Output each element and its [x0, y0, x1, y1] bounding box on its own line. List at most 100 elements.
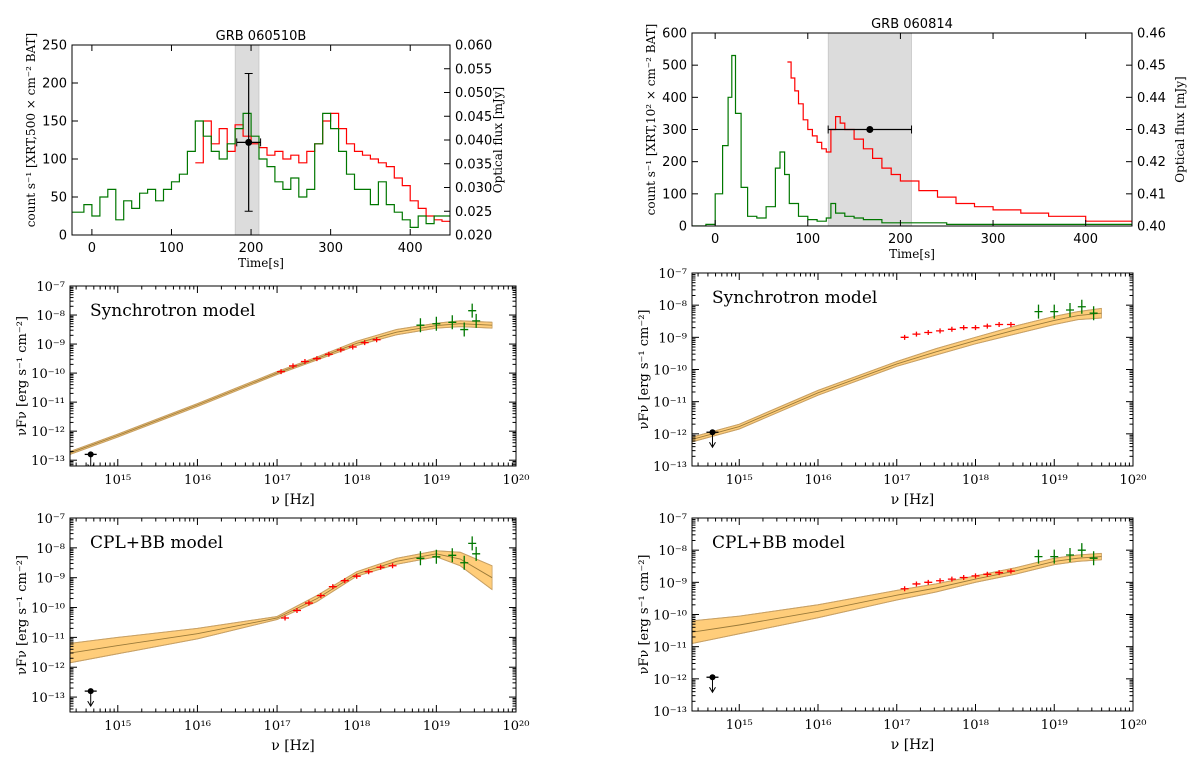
y-tick-label: 10⁻⁹ — [658, 576, 687, 591]
bat-data-point — [1077, 543, 1086, 558]
y-tick-label: 10⁻⁷ — [658, 267, 687, 282]
y-axis-label: νFν [erg s⁻¹ cm⁻²] — [637, 554, 652, 674]
plot-area — [70, 536, 493, 708]
model-annotation: Synchrotron model — [90, 301, 255, 321]
x-tick-label: 200 — [239, 241, 264, 256]
y-tick-label: 10⁻¹² — [653, 673, 687, 688]
x-tick-label: 10¹⁶ — [184, 473, 211, 488]
chart-title: GRB 060510B — [216, 29, 307, 44]
y-tick-label: 150 — [42, 115, 67, 130]
model-annotation: Synchrotron model — [712, 288, 877, 308]
x-axis-label: ν [Hz] — [271, 738, 314, 754]
x-tick-label: 10¹⁸ — [343, 719, 370, 734]
xrt-data-point — [936, 578, 945, 584]
bat-data-point — [448, 548, 457, 563]
bat-data-point — [468, 303, 477, 318]
y-right-tick-label: 0.46 — [1137, 27, 1166, 42]
xrt-data-point — [995, 321, 1004, 327]
x-tick-label: 10¹⁹ — [1041, 718, 1068, 733]
model-band-upper — [692, 552, 1102, 622]
y-tick-label: 10⁻¹² — [31, 425, 65, 440]
y-tick-label: 10⁻¹³ — [653, 460, 687, 475]
y-tick-label: 0 — [679, 220, 687, 235]
x-tick-label: 10¹⁷ — [883, 718, 910, 733]
model-band-upper — [70, 550, 493, 644]
model-annotation: CPL+BB model — [90, 533, 223, 553]
x-tick-label: 10¹⁸ — [962, 718, 989, 733]
y-tick-label: 200 — [42, 77, 67, 92]
y-tick-label: 10⁻¹¹ — [653, 641, 687, 656]
y-tick-label: 10⁻¹² — [31, 661, 65, 676]
axes-frame — [69, 517, 517, 713]
y-tick-label: 10⁻⁷ — [36, 512, 65, 527]
xrt-data-point — [971, 325, 980, 331]
xrt-data-point — [1006, 321, 1015, 327]
xrt-data-point — [912, 331, 921, 337]
bat-data-point — [472, 313, 481, 328]
y-tick-label: 10⁻⁹ — [658, 331, 687, 346]
y-tick-label: 10⁻⁹ — [36, 338, 65, 353]
xrt-data-point — [388, 563, 397, 569]
x-axis-label: ν [Hz] — [891, 492, 934, 508]
x-tick-label: 200 — [888, 232, 913, 247]
x-tick-label: 10¹⁹ — [1041, 473, 1068, 488]
xrt-data-point — [924, 579, 933, 585]
y-tick-label: 10⁻¹⁰ — [653, 364, 687, 379]
series-line-bat — [72, 112, 450, 228]
x-tick-label: 10¹⁷ — [264, 719, 291, 734]
x-tick-label: 10¹⁹ — [423, 719, 450, 734]
xrt-data-point — [316, 593, 325, 599]
x-axis-label: Time[s] — [889, 247, 935, 261]
bat-data-point — [1050, 549, 1059, 564]
bat-data-point — [1077, 299, 1086, 314]
y-tick-label: 10⁻¹² — [653, 428, 687, 443]
x-tick-label: 10¹⁸ — [962, 473, 989, 488]
y-tick-label: 10⁻¹¹ — [31, 631, 65, 646]
xrt-data-point — [336, 347, 345, 353]
y-axis-label: νFν [erg s⁻¹ cm⁻²] — [15, 316, 30, 436]
x-tick-label: 10¹⁷ — [883, 473, 910, 488]
model-median — [692, 312, 1102, 440]
plot-area — [692, 54, 1132, 226]
x-tick-label: 10¹⁶ — [805, 473, 832, 488]
x-tick-label: 10¹⁵ — [726, 473, 753, 488]
y-tick-label: 50 — [50, 191, 67, 206]
xrt-data-point — [340, 578, 349, 584]
model-band-lower — [692, 559, 1102, 644]
x-tick-label: 10¹⁷ — [264, 473, 291, 488]
xrt-data-point — [947, 576, 956, 582]
bat-data-point — [1066, 302, 1074, 317]
xrt-data-point — [959, 325, 968, 331]
xrt-data-point — [352, 573, 361, 579]
y-right-tick-label: 0.040 — [455, 134, 492, 149]
model-band — [692, 552, 1102, 644]
y-tick-label: 10⁻⁹ — [36, 572, 65, 587]
y-tick-label: 250 — [42, 39, 67, 54]
y-right-tick-label: 0.055 — [455, 62, 492, 77]
bat-data-point — [416, 318, 425, 333]
y-right-tick-label: 0.40 — [1137, 220, 1166, 235]
bat-data-point — [1050, 304, 1059, 319]
y-tick-label: 600 — [662, 27, 687, 42]
bat-data-point — [460, 555, 469, 570]
x-axis-label: Time[s] — [238, 256, 284, 270]
bat-data-point — [1089, 551, 1098, 566]
y-tick-label: 10⁻⁷ — [658, 512, 687, 527]
xrt-data-point — [924, 330, 933, 336]
bat-data-point — [432, 549, 441, 564]
y-tick-label: 10⁻⁸ — [36, 309, 65, 324]
y-right-tick-label: 0.035 — [455, 157, 492, 172]
plot-area — [72, 73, 450, 228]
sed-sed_060510B_sync: 10¹⁵ 10¹⁶ 10¹⁷ 10¹⁸ 10¹⁹ 10²⁰ 10⁻¹³ 10⁻¹² 10⁻¹¹ 1… — [15, 280, 529, 508]
xrt-data-point — [281, 615, 290, 621]
x-tick-label: 10¹⁶ — [805, 718, 832, 733]
x-tick-label: 10²⁰ — [503, 719, 530, 734]
x-tick-label: 10²⁰ — [503, 473, 530, 488]
xrt-data-point — [1006, 568, 1015, 574]
y-tick-label: 10⁻¹⁰ — [31, 602, 65, 617]
y-right-tick-label: 0.42 — [1137, 155, 1166, 170]
bat-data-point — [1034, 549, 1043, 564]
model-median — [70, 323, 493, 454]
xrt-data-point — [277, 369, 286, 375]
